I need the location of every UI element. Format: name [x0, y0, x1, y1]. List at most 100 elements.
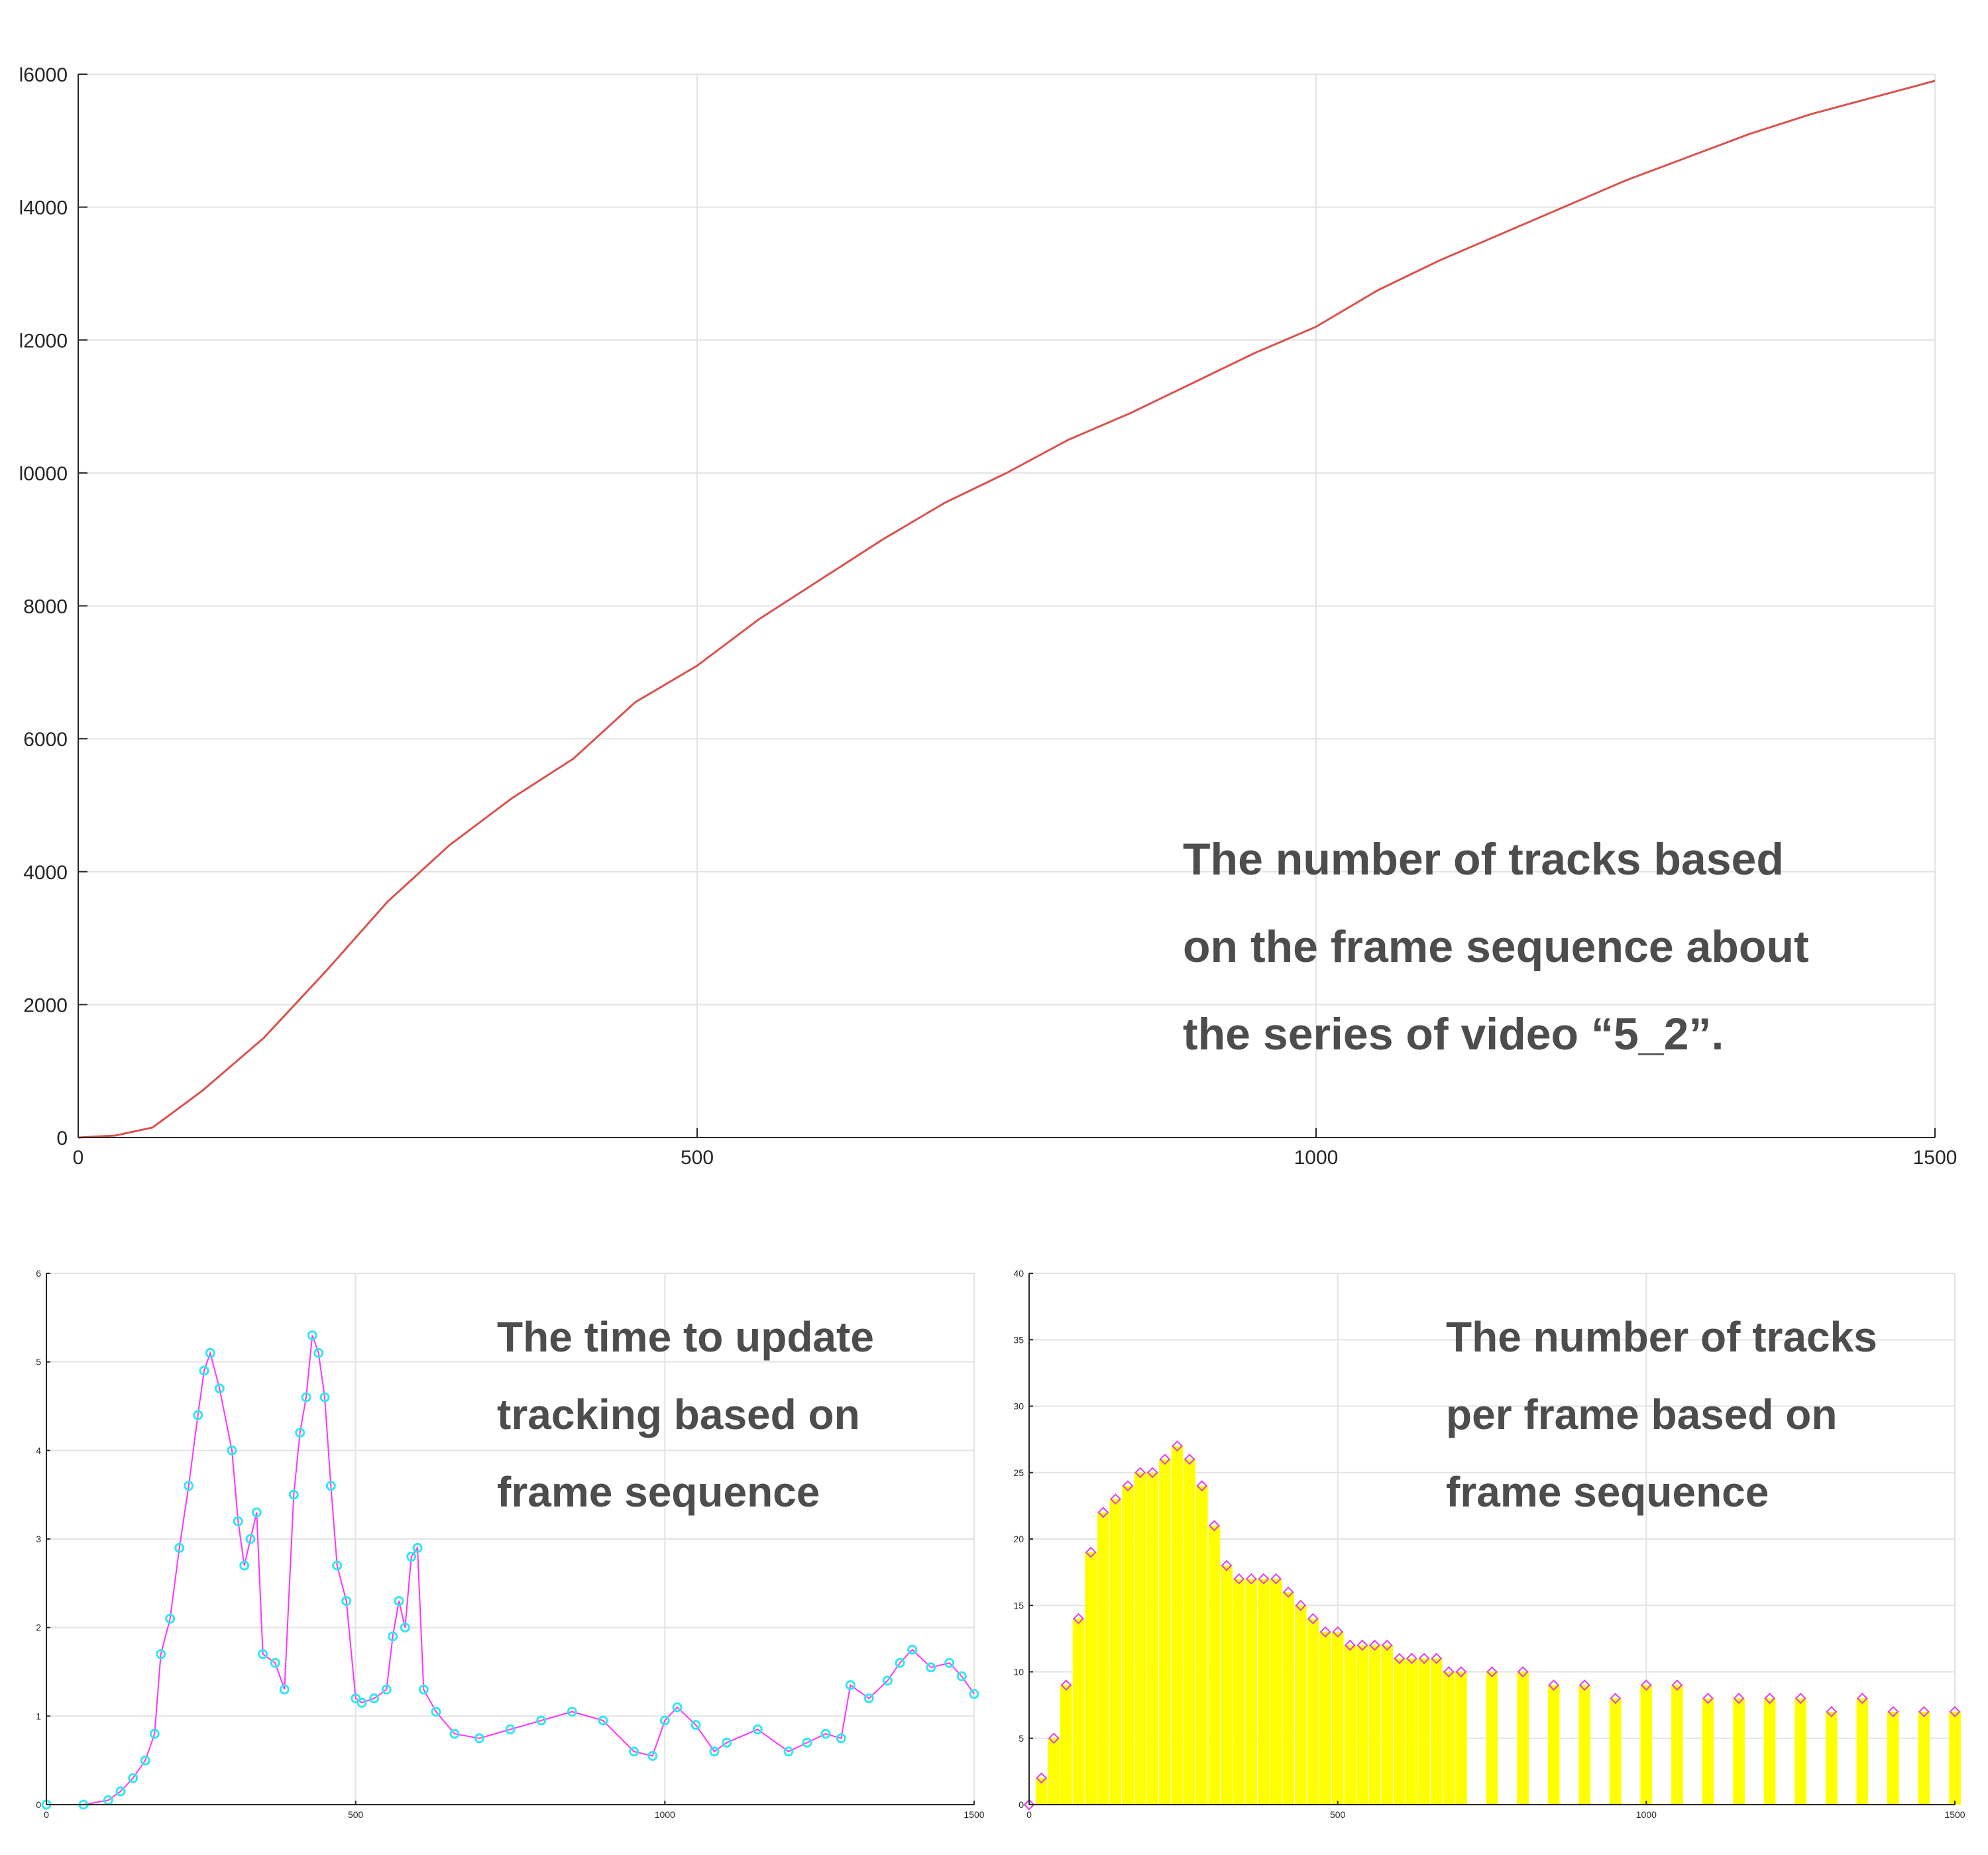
y-tick-label: 15	[1013, 1600, 1024, 1611]
data-bar	[1048, 1738, 1060, 1805]
x-tick-label: 0	[44, 1809, 49, 1820]
data-point	[1406, 1652, 1417, 1664]
data-point	[1184, 1454, 1195, 1465]
x-tick-label: 1000	[655, 1809, 675, 1820]
data-point	[307, 1330, 317, 1341]
data-bar	[1171, 1446, 1184, 1805]
data-bar	[1887, 1711, 1899, 1805]
y-tick-label: 1	[36, 1711, 41, 1721]
series-markers	[1023, 1440, 1961, 1811]
data-point	[1282, 1586, 1294, 1598]
data-bar	[1097, 1512, 1109, 1805]
data-point	[165, 1613, 176, 1624]
data-bar	[1331, 1632, 1344, 1805]
data-point	[629, 1746, 639, 1757]
data-point	[245, 1534, 256, 1544]
data-bar	[1195, 1485, 1208, 1805]
data-point	[1356, 1639, 1368, 1651]
data-bar	[1307, 1618, 1319, 1805]
data-point	[341, 1596, 352, 1607]
data-point	[1073, 1613, 1084, 1624]
data-point	[863, 1693, 874, 1704]
data-bar	[1344, 1645, 1356, 1805]
data-bar	[1671, 1685, 1683, 1805]
y-tick-label: 5	[36, 1357, 41, 1367]
data-point	[1610, 1693, 1622, 1705]
data-point	[214, 1383, 225, 1394]
data-point	[1578, 1679, 1590, 1691]
data-point	[1023, 1799, 1035, 1811]
y-tick-label: 0	[1019, 1799, 1024, 1810]
data-point	[845, 1680, 856, 1691]
data-point	[325, 1481, 336, 1491]
data-point	[388, 1631, 398, 1642]
annotation-line-3: frame sequence	[497, 1468, 820, 1516]
data-point	[752, 1724, 763, 1734]
data-point	[295, 1428, 305, 1438]
data-point	[1733, 1693, 1745, 1705]
y-tick-label: 25	[1013, 1467, 1024, 1478]
data-bar	[1825, 1711, 1838, 1805]
axes	[78, 74, 1936, 1138]
data-point	[115, 1786, 126, 1797]
annotation-line-1: The number of tracks based	[1183, 834, 1784, 884]
data-point	[802, 1737, 812, 1748]
data-bar	[1184, 1459, 1195, 1805]
data-point	[1640, 1679, 1652, 1691]
y-tick-label: 6000	[23, 729, 68, 751]
data-bar	[1294, 1605, 1307, 1805]
data-point	[783, 1746, 794, 1757]
data-point	[1085, 1546, 1097, 1558]
data-bar	[1547, 1685, 1560, 1805]
data-bar	[1856, 1698, 1869, 1805]
data-bar	[1418, 1658, 1430, 1805]
data-point	[820, 1728, 831, 1739]
data-point	[412, 1542, 423, 1553]
data-point	[1122, 1480, 1134, 1492]
data-point	[1949, 1706, 1961, 1718]
data-point	[1221, 1560, 1233, 1571]
data-point	[956, 1671, 967, 1681]
data-point	[1443, 1666, 1455, 1677]
data-bar	[1609, 1698, 1622, 1805]
data-point	[1319, 1626, 1331, 1638]
x-tick-label: 0	[73, 1147, 84, 1169]
data-point	[1764, 1693, 1776, 1705]
data-point	[836, 1733, 846, 1744]
data-bar	[1245, 1579, 1258, 1805]
annotation-line-3: the series of video “5_2”.	[1183, 1009, 1724, 1059]
series-line	[46, 1335, 975, 1805]
y-tick-label: 0	[36, 1799, 41, 1810]
data-bar	[1368, 1645, 1381, 1805]
data-point	[239, 1560, 250, 1571]
data-bar	[1394, 1658, 1406, 1805]
x-tick-label: 1500	[1944, 1809, 1965, 1820]
data-point	[659, 1715, 670, 1726]
data-point	[199, 1365, 209, 1376]
data-bar	[1443, 1671, 1455, 1805]
data-point	[709, 1746, 720, 1757]
x-tick-label: 500	[1330, 1809, 1346, 1820]
data-point	[357, 1697, 367, 1708]
data-point	[474, 1733, 484, 1744]
data-point	[1548, 1679, 1560, 1691]
y-tick-label: 0	[56, 1128, 68, 1149]
data-point	[1517, 1666, 1529, 1677]
data-bar	[1733, 1698, 1745, 1805]
y-tick-label: 4	[36, 1445, 41, 1456]
annotation-line-3: frame sequence	[1446, 1468, 1769, 1516]
y-tick-label: 10	[1013, 1667, 1024, 1677]
data-point	[1036, 1772, 1048, 1784]
data-bar	[1035, 1777, 1048, 1805]
data-bar	[1578, 1685, 1591, 1805]
data-point	[1887, 1706, 1899, 1718]
data-point	[1245, 1573, 1257, 1585]
annotation-line-2: per frame based on	[1446, 1391, 1837, 1438]
data-point	[647, 1751, 658, 1761]
data-point	[1172, 1440, 1183, 1452]
data-point	[279, 1684, 290, 1695]
data-point	[156, 1649, 166, 1660]
y-tick-label: l6000	[19, 64, 68, 86]
data-point	[381, 1684, 392, 1695]
data-point	[1455, 1666, 1467, 1677]
